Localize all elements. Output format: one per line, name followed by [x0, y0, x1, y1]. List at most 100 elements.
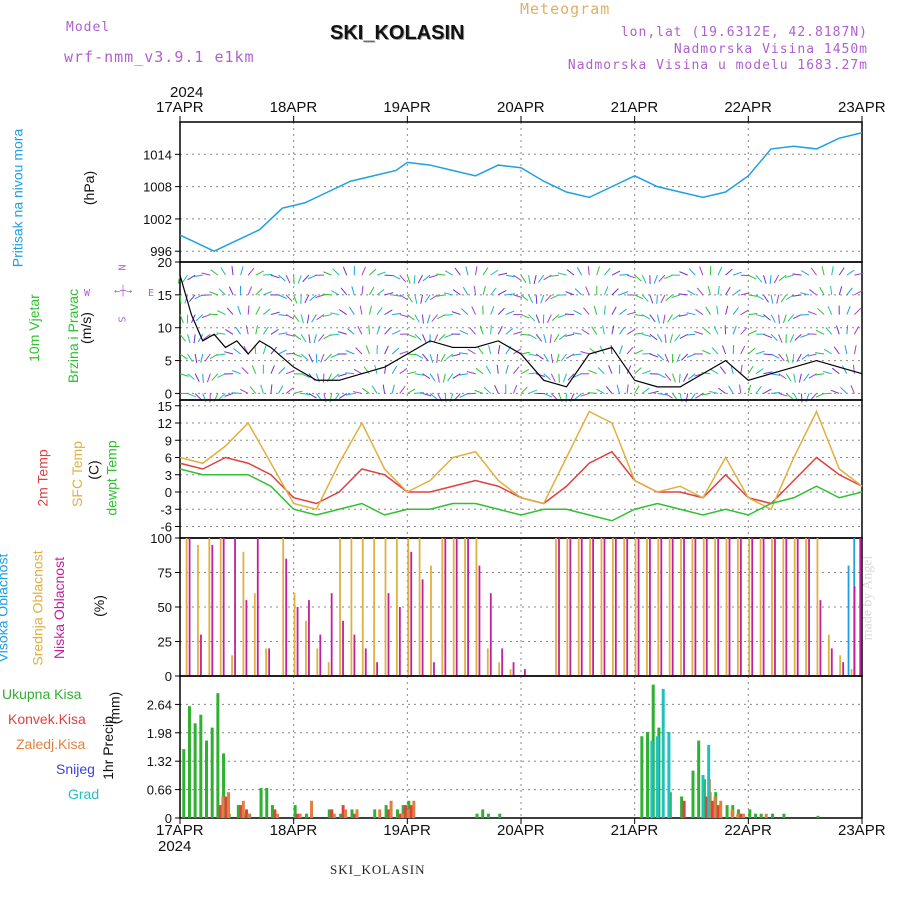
wind-direction-arrow: [193, 334, 196, 344]
cloud-bar-low_cloud: [580, 538, 583, 676]
wind-direction-arrow: [278, 332, 288, 335]
wind-direction-arrow: [247, 267, 255, 276]
cloud-bar-low_cloud: [433, 662, 435, 676]
precip-bar-total_precip: [481, 809, 485, 818]
cloud-bar-low_cloud: [671, 538, 674, 676]
wind-direction-arrow: [368, 325, 370, 335]
wind-direction-arrow: [748, 274, 757, 280]
precip-bar-frozen_precip: [412, 800, 416, 818]
cloud-bar-mid_cloud: [253, 593, 256, 676]
wind-direction-arrow: [844, 345, 848, 355]
cloud-bar-mid_cloud: [827, 634, 830, 676]
precip-bar-frozen_precip: [406, 809, 410, 818]
wind-direction-arrow: [817, 308, 825, 315]
wind-direction-arrow: [664, 373, 672, 381]
model-name: wrf-nmm_v3.9.1 e1km: [64, 48, 255, 66]
wind-direction-arrow: [270, 274, 280, 279]
wind-direction-arrow: [369, 286, 375, 296]
wind-direction-arrow: [634, 349, 643, 355]
wind-direction-arrow: [544, 294, 552, 302]
precip-bar-frozen_precip: [736, 813, 740, 818]
wind-direction-arrow: [477, 346, 484, 355]
precip-bar-frozen_precip: [730, 809, 734, 818]
wind-direction-arrow: [686, 353, 696, 358]
precip-bar-total_precip: [640, 736, 644, 818]
wind-direction-arrow: [505, 293, 515, 296]
wind-direction-arrow: [255, 306, 261, 315]
legend-frozen-precip: Zaledj.Kisa: [16, 736, 86, 752]
wind-panel-frame: [179, 261, 863, 401]
precip-bar-conv_precip: [245, 809, 249, 818]
cloud-bar-mid_cloud: [327, 662, 330, 676]
wind-direction-arrow: [369, 268, 377, 276]
wind-direction-arrow: [479, 325, 484, 335]
cloud-bar-high_cloud: [847, 565, 850, 676]
wind-direction-arrow: [454, 267, 461, 276]
wind-direction-arrow: [391, 384, 395, 394]
temperature-ytick-label: 9: [165, 433, 172, 448]
wind-direction-arrow: [231, 392, 241, 394]
wind-direction-arrow: [626, 311, 636, 316]
wind-direction-arrow: [608, 365, 613, 374]
wind-direction-arrow: [475, 367, 484, 375]
wind-direction-arrow: [278, 314, 288, 317]
wind-direction-arrow: [850, 384, 855, 394]
wind-direction-arrow: [399, 368, 408, 375]
wind-direction-arrow: [763, 388, 772, 394]
cloud-bar-low_cloud: [796, 538, 799, 676]
wind-direction-arrow: [345, 372, 355, 375]
wind-direction-arrow: [830, 389, 840, 394]
wind-direction-arrow: [838, 286, 843, 295]
wind-direction-arrow: [399, 385, 406, 394]
wind-direction-arrow: [588, 369, 597, 375]
wind-direction-arrow: [782, 314, 787, 324]
wind-direction-arrow: [285, 333, 295, 337]
wind-direction-arrow: [755, 314, 765, 318]
wind-direction-arrow: [755, 350, 765, 355]
cloud-ytick-label: 25: [158, 635, 172, 650]
wind-direction-arrow: [547, 314, 552, 323]
wind-direction-arrow: [520, 274, 527, 283]
wind-direction-arrow: [543, 334, 547, 344]
wind-direction-arrow: [251, 365, 257, 374]
wind-direction-arrow: [301, 392, 311, 396]
wind-direction-arrow: [709, 390, 719, 394]
cloud-bar-low_cloud: [558, 538, 560, 676]
wind-direction-arrow: [550, 373, 556, 383]
wind-direction-arrow: [520, 314, 530, 319]
wind-direction-arrow: [771, 391, 781, 394]
wind-direction-arrow: [308, 353, 314, 363]
wind-direction-arrow: [338, 309, 347, 315]
cloud-bar-low_cloud: [353, 634, 356, 676]
wind-direction-arrow: [399, 274, 407, 283]
wind-direction-arrow: [853, 326, 860, 335]
date-label-22apr: 22APR: [724, 822, 772, 839]
wind-direction-arrow: [429, 353, 434, 363]
pressure-ytick-label: 1014: [143, 147, 172, 162]
precip-bar-frozen_precip: [355, 809, 359, 818]
wind-direction-arrow: [465, 266, 469, 276]
cloud-bar-mid_cloud: [623, 538, 626, 676]
wind-direction-arrow: [748, 294, 758, 297]
cloud-bar-low_cloud: [819, 600, 822, 676]
wind-direction-arrow: [239, 388, 249, 394]
wind-direction-arrow: [553, 334, 560, 343]
precip-bar-total_precip: [748, 809, 752, 818]
cloud-bar-mid_cloud: [282, 538, 285, 676]
wind-direction-arrow: [566, 269, 575, 276]
wind-direction-arrow: [433, 334, 439, 343]
wind-direction-arrow: [557, 314, 567, 318]
wind-direction-arrow: [417, 274, 423, 284]
precip-bar-total_precip: [475, 813, 479, 818]
wind-direction-arrow: [263, 308, 271, 315]
cloud-bar-mid_cloud: [384, 538, 387, 676]
cloud-bar-mid_cloud: [242, 551, 245, 676]
wind-direction-arrow: [776, 294, 780, 304]
precip-bar-hail: [667, 731, 671, 818]
wind-direction-arrow: [763, 353, 773, 356]
wind-direction-arrow: [778, 373, 787, 380]
wind-direction-arrow: [194, 353, 198, 363]
wind-direction-arrow: [197, 334, 204, 343]
wind-direction-arrow: [188, 294, 196, 302]
temperature-panel-frame: [179, 399, 863, 539]
